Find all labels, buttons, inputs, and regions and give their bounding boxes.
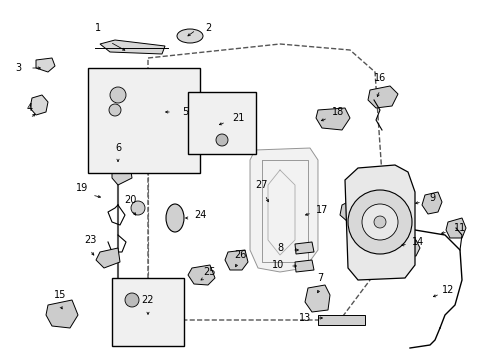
Circle shape bbox=[347, 190, 411, 254]
Circle shape bbox=[216, 134, 227, 146]
Polygon shape bbox=[140, 295, 172, 335]
Polygon shape bbox=[124, 292, 172, 334]
Text: 10: 10 bbox=[271, 260, 284, 270]
Polygon shape bbox=[100, 40, 164, 54]
Text: 9: 9 bbox=[428, 193, 434, 203]
Ellipse shape bbox=[177, 29, 203, 43]
Circle shape bbox=[361, 204, 397, 240]
Polygon shape bbox=[36, 58, 55, 72]
Bar bbox=[88, 68, 200, 173]
Text: 8: 8 bbox=[276, 243, 283, 253]
Circle shape bbox=[373, 216, 385, 228]
Text: 4: 4 bbox=[27, 103, 33, 113]
Text: 13: 13 bbox=[298, 313, 310, 323]
Polygon shape bbox=[294, 242, 313, 254]
Polygon shape bbox=[315, 108, 349, 130]
Text: 27: 27 bbox=[255, 180, 268, 190]
Text: 21: 21 bbox=[231, 113, 244, 123]
Text: 23: 23 bbox=[83, 235, 96, 245]
Text: 17: 17 bbox=[315, 205, 327, 215]
Polygon shape bbox=[224, 250, 247, 270]
Text: 20: 20 bbox=[123, 195, 136, 205]
Polygon shape bbox=[367, 86, 397, 108]
Circle shape bbox=[110, 87, 126, 103]
Text: 14: 14 bbox=[411, 237, 423, 247]
Bar bbox=[187, 92, 256, 154]
Polygon shape bbox=[112, 165, 132, 185]
Polygon shape bbox=[118, 284, 178, 340]
Bar bbox=[112, 278, 183, 346]
Polygon shape bbox=[96, 248, 120, 268]
Text: 6: 6 bbox=[115, 143, 121, 153]
Text: 2: 2 bbox=[204, 23, 211, 33]
Polygon shape bbox=[445, 218, 465, 238]
Text: 12: 12 bbox=[441, 285, 453, 295]
Polygon shape bbox=[125, 88, 175, 112]
Polygon shape bbox=[294, 260, 313, 272]
Polygon shape bbox=[196, 100, 247, 148]
Circle shape bbox=[125, 293, 139, 307]
Text: 19: 19 bbox=[76, 183, 88, 193]
Text: 3: 3 bbox=[15, 63, 21, 73]
Text: 1: 1 bbox=[95, 23, 101, 33]
Text: 7: 7 bbox=[316, 273, 323, 283]
Polygon shape bbox=[30, 95, 48, 115]
Polygon shape bbox=[339, 200, 359, 222]
Polygon shape bbox=[317, 315, 364, 325]
Circle shape bbox=[131, 201, 145, 215]
Polygon shape bbox=[46, 300, 78, 328]
Polygon shape bbox=[249, 148, 317, 272]
Text: 15: 15 bbox=[54, 290, 66, 300]
Polygon shape bbox=[305, 285, 329, 312]
Text: 25: 25 bbox=[203, 267, 216, 277]
Ellipse shape bbox=[165, 204, 183, 232]
Polygon shape bbox=[95, 78, 184, 120]
Text: 22: 22 bbox=[142, 295, 154, 305]
Polygon shape bbox=[421, 192, 441, 214]
Text: 16: 16 bbox=[373, 73, 386, 83]
Polygon shape bbox=[401, 240, 419, 256]
Polygon shape bbox=[200, 104, 244, 142]
Text: 26: 26 bbox=[233, 250, 245, 260]
Polygon shape bbox=[345, 165, 414, 280]
Circle shape bbox=[109, 104, 121, 116]
Text: 11: 11 bbox=[453, 223, 465, 233]
Text: 18: 18 bbox=[331, 107, 344, 117]
Polygon shape bbox=[187, 265, 215, 285]
Text: 5: 5 bbox=[182, 107, 188, 117]
Text: 24: 24 bbox=[193, 210, 206, 220]
